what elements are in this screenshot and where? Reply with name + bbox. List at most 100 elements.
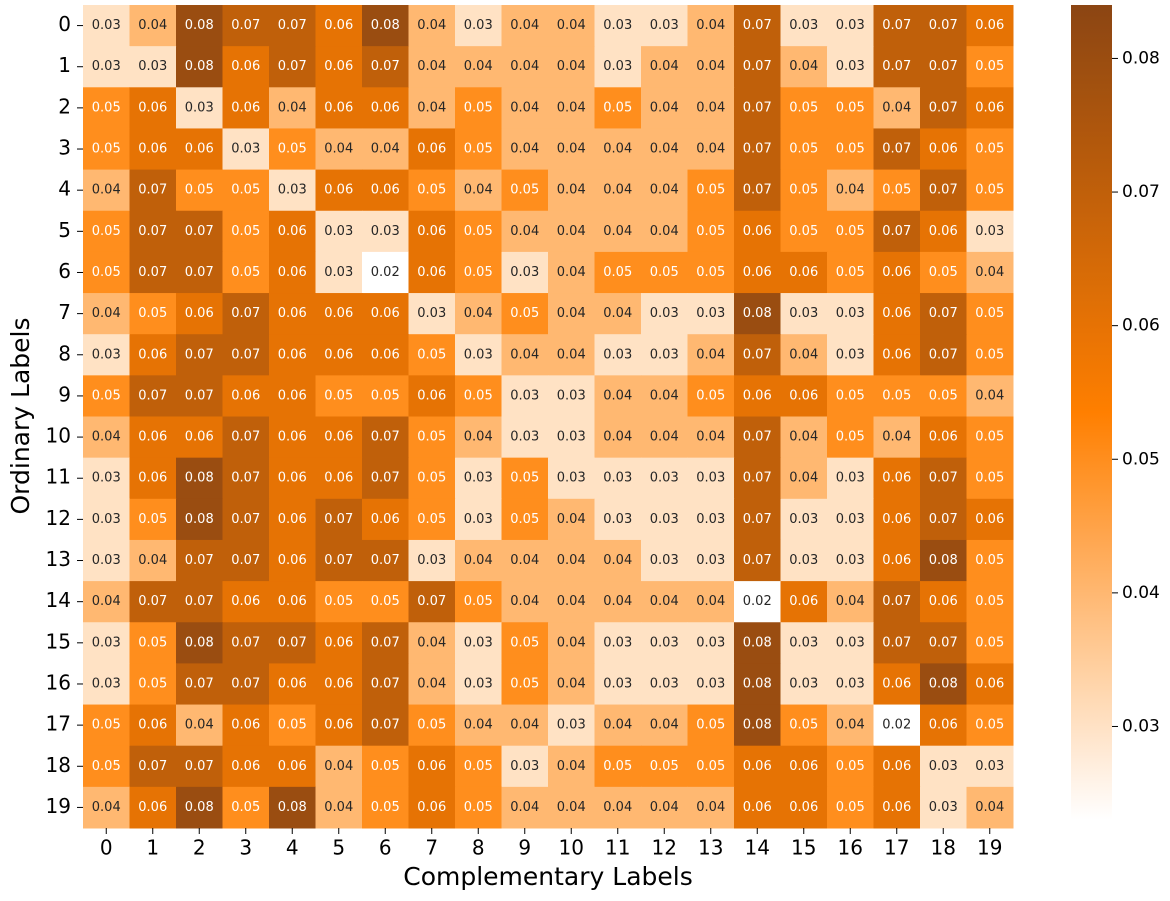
cell-label: 0.07 <box>743 100 772 115</box>
heatmap-cell <box>641 293 688 335</box>
heatmap-cell <box>548 539 595 582</box>
x-tick-label: 3 <box>239 836 252 860</box>
heatmap-cell <box>315 622 363 664</box>
heatmap-cell <box>687 293 735 335</box>
heatmap-cell <box>734 334 781 376</box>
heatmap-cell <box>129 46 177 88</box>
heatmap-cell <box>408 498 456 541</box>
heatmap-cell <box>734 786 781 829</box>
cell-label: 0.07 <box>371 430 400 445</box>
cell-label: 0.05 <box>231 224 260 239</box>
cell-label: 0.04 <box>510 553 539 568</box>
cell-label: 0.03 <box>603 512 632 527</box>
heatmap-cell <box>269 581 316 623</box>
heatmap-cell <box>408 128 456 171</box>
heatmap-cell <box>920 169 967 212</box>
cell-label: 0.06 <box>929 142 958 157</box>
cell-label: 0.05 <box>789 183 818 198</box>
heatmap-cell <box>641 622 688 664</box>
cell-label: 0.05 <box>417 183 446 198</box>
heatmap-cell <box>827 375 874 417</box>
cell-label: 0.07 <box>185 676 214 691</box>
cell-label: 0.03 <box>557 718 586 733</box>
cell-label: 0.04 <box>417 59 446 74</box>
cell-label: 0.06 <box>231 388 260 403</box>
heatmap-cell <box>827 457 874 500</box>
heatmap-cell <box>408 375 456 417</box>
heatmap-cell <box>222 622 270 664</box>
cell-label: 0.07 <box>185 594 214 609</box>
cell-label: 0.03 <box>975 759 1004 774</box>
cell-label: 0.05 <box>975 635 1004 650</box>
heatmap-cell <box>501 581 549 623</box>
cell-label: 0.03 <box>696 676 725 691</box>
heatmap-cell <box>408 416 456 459</box>
cell-label: 0.03 <box>510 759 539 774</box>
heatmap-cell <box>455 745 502 788</box>
heatmap-cell <box>315 46 363 88</box>
y-axis-label: Ordinary Labels <box>6 318 35 515</box>
heatmap-cell <box>501 169 549 212</box>
cell-label: 0.07 <box>929 347 958 362</box>
cell-label: 0.03 <box>231 142 260 157</box>
cell-label: 0.06 <box>231 759 260 774</box>
heatmap-cell <box>641 128 688 171</box>
heatmap-cell <box>315 539 363 582</box>
cell-label: 0.03 <box>650 512 679 527</box>
heatmap-cell <box>734 128 781 171</box>
heatmap-cell <box>269 498 316 541</box>
heatmap-cell <box>269 5 316 47</box>
cell-label: 0.03 <box>92 471 121 486</box>
cell-label: 0.04 <box>557 100 586 115</box>
heatmap-cell <box>501 663 549 706</box>
cell-label: 0.06 <box>882 347 911 362</box>
cell-label: 0.04 <box>557 676 586 691</box>
cell-label: 0.05 <box>975 347 1004 362</box>
cell-label: 0.03 <box>789 18 818 33</box>
heatmap-cell <box>920 251 967 294</box>
cell-label: 0.04 <box>650 718 679 733</box>
cell-label: 0.06 <box>882 265 911 280</box>
cell-label: 0.05 <box>510 183 539 198</box>
cell-label: 0.03 <box>836 347 865 362</box>
cell-label: 0.03 <box>324 224 353 239</box>
cell-label: 0.04 <box>836 183 865 198</box>
cell-label: 0.03 <box>464 18 493 33</box>
heatmap-cell <box>362 622 409 664</box>
cell-label: 0.06 <box>278 430 307 445</box>
cell-label: 0.07 <box>185 388 214 403</box>
cell-label: 0.03 <box>92 635 121 650</box>
heatmap-cell <box>920 375 967 417</box>
heatmap-cell <box>548 663 595 706</box>
heatmap-cell <box>873 5 921 47</box>
cell-label: 0.04 <box>975 800 1004 815</box>
cell-label: 0.04 <box>557 183 586 198</box>
cell-label: 0.08 <box>185 512 214 527</box>
heatmap-cell <box>594 539 642 582</box>
heatmap-cell <box>734 46 781 88</box>
heatmap-cell <box>362 745 409 788</box>
heatmap-cell <box>176 622 223 664</box>
y-tick-label: 8 <box>58 341 71 365</box>
heatmap-cell <box>83 169 130 212</box>
heatmap-cell <box>548 498 595 541</box>
heatmap-cell <box>222 581 270 623</box>
heatmap-cell <box>548 87 595 129</box>
heatmap-cell <box>920 457 967 500</box>
cell-label: 0.06 <box>789 594 818 609</box>
cell-label: 0.04 <box>324 142 353 157</box>
heatmap-cell <box>687 663 735 706</box>
x-tick-label: 10 <box>559 836 584 860</box>
heatmap-cell <box>83 622 130 664</box>
cell-label: 0.04 <box>557 142 586 157</box>
cell-label: 0.05 <box>789 718 818 733</box>
cell-label: 0.03 <box>696 635 725 650</box>
cell-label: 0.05 <box>92 265 121 280</box>
heatmap-cell <box>873 581 921 623</box>
heatmap-cell <box>176 87 223 129</box>
cell-label: 0.03 <box>603 635 632 650</box>
y-tick-label: 1 <box>58 53 71 77</box>
cell-label: 0.04 <box>650 388 679 403</box>
cell-label: 0.03 <box>371 224 400 239</box>
cell-label: 0.07 <box>185 347 214 362</box>
